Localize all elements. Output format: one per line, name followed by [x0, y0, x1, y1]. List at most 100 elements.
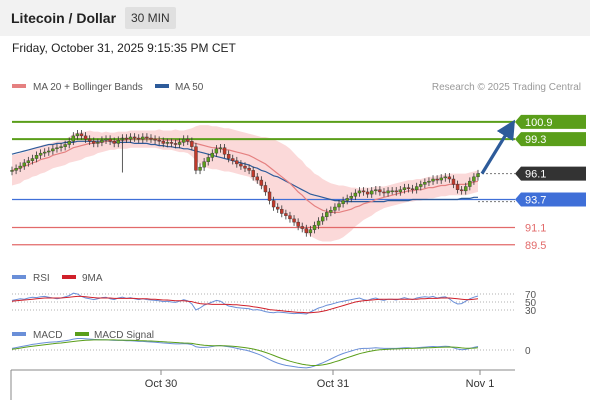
candle-body	[280, 208, 284, 214]
candle-body	[304, 228, 309, 234]
candle-body	[59, 146, 63, 148]
candle-body	[337, 203, 341, 208]
axis-tick-label-0: Oct 30	[145, 378, 177, 390]
candle-body	[83, 135, 88, 140]
candle-body	[308, 229, 313, 234]
rsi-tick-50: 50	[525, 298, 537, 309]
candle-body	[18, 165, 22, 169]
candle-body	[365, 191, 370, 195]
candle-body	[255, 176, 259, 181]
ma50-legend-label: MA 50	[175, 82, 204, 93]
level-label-3: 93.7	[525, 194, 546, 206]
candle-body	[414, 186, 419, 190]
candle-body	[67, 141, 71, 145]
level-label-1: 99.3	[525, 134, 546, 146]
candle-body	[464, 186, 468, 192]
candle-body	[202, 161, 206, 168]
time-axis: Oct 30 Oct 31 Nov 1	[10, 369, 515, 400]
candle-body	[186, 138, 190, 142]
candle-body	[112, 141, 116, 144]
axis-tick-label-2: Nov 1	[466, 378, 495, 390]
candle-body	[79, 133, 84, 137]
candle-body	[325, 212, 329, 217]
candle-body	[104, 138, 108, 141]
candle-body	[267, 191, 272, 201]
level-tag-2	[515, 166, 586, 181]
candle-body	[374, 189, 378, 192]
macd-panel: 0	[11, 338, 531, 369]
candle-body	[247, 168, 251, 171]
candle-body	[271, 200, 276, 208]
ma50-legend-swatch	[155, 84, 169, 88]
candle-body	[378, 189, 382, 193]
rsi-legend-swatch	[12, 275, 26, 279]
macd-zero-tick: 0	[525, 346, 531, 357]
candle-body	[316, 220, 321, 226]
candle-body	[194, 146, 198, 171]
axis-tick-label-1: Oct 31	[317, 378, 349, 390]
candle-body	[169, 142, 174, 144]
candle-body	[398, 189, 403, 193]
rsi-ma-legend-label: 9MA	[82, 273, 103, 284]
candle-body	[87, 138, 92, 142]
level-label-2: 96.1	[525, 169, 546, 181]
candlesticks	[10, 129, 480, 237]
candle-body	[63, 144, 67, 147]
level-tag-3	[515, 192, 586, 207]
candle-body	[26, 160, 31, 164]
candle-body	[427, 180, 431, 183]
candle-body	[181, 138, 186, 143]
candle-body	[243, 165, 247, 169]
candle-body	[75, 133, 80, 137]
candle-body	[459, 189, 464, 192]
candle-body	[439, 177, 443, 181]
candle-body	[357, 190, 362, 194]
candle-body	[124, 137, 129, 140]
ma20-legend-label: MA 20 + Bollinger Bands	[33, 82, 143, 93]
candle-body	[288, 215, 292, 220]
candle-body	[386, 190, 390, 194]
candle-body	[476, 173, 480, 178]
candle-body	[292, 218, 296, 223]
candle-body	[353, 192, 358, 197]
level-label-5: 89.5	[525, 240, 546, 252]
candle-body	[296, 221, 300, 227]
candle-body	[108, 138, 112, 142]
candle-body	[34, 155, 39, 159]
candle-body	[149, 137, 153, 140]
candle-body	[276, 206, 280, 210]
candle-body	[47, 150, 51, 153]
forecast-arrow-line	[480, 119, 516, 175]
candle-body	[14, 168, 18, 171]
candle-body	[333, 206, 337, 211]
candle-body	[22, 162, 26, 167]
candle-body	[92, 141, 96, 144]
chart-datetime: Friday, October 31, 2025 9:15:35 PM CET	[12, 41, 236, 55]
candle-body	[161, 141, 165, 144]
candle-body	[10, 170, 14, 172]
candle-body	[263, 185, 268, 193]
candle-body	[177, 142, 182, 145]
candle-body	[141, 136, 145, 140]
level-tag-0	[515, 114, 586, 129]
candle-body	[382, 191, 386, 194]
candle-body	[300, 226, 304, 229]
forecast-arrow	[480, 119, 516, 175]
research-credit: Research © 2025 Trading Central	[432, 82, 581, 93]
candle-body	[210, 152, 214, 158]
level-label-0: 100.9	[525, 117, 553, 129]
candle-body	[451, 178, 456, 185]
candle-body	[231, 158, 235, 161]
rsi-legend-label: RSI	[33, 273, 50, 284]
timeframe-button[interactable]: 30 MIN	[125, 7, 176, 29]
candle-body	[55, 147, 59, 150]
macd-signal-legend-label: MACD Signal	[94, 330, 154, 341]
candle-body	[284, 213, 288, 216]
candle-body	[361, 190, 366, 193]
candle-body	[128, 136, 133, 140]
rsi-ma-line	[11, 295, 479, 314]
candle-body	[157, 139, 161, 142]
candle-body	[38, 152, 43, 156]
